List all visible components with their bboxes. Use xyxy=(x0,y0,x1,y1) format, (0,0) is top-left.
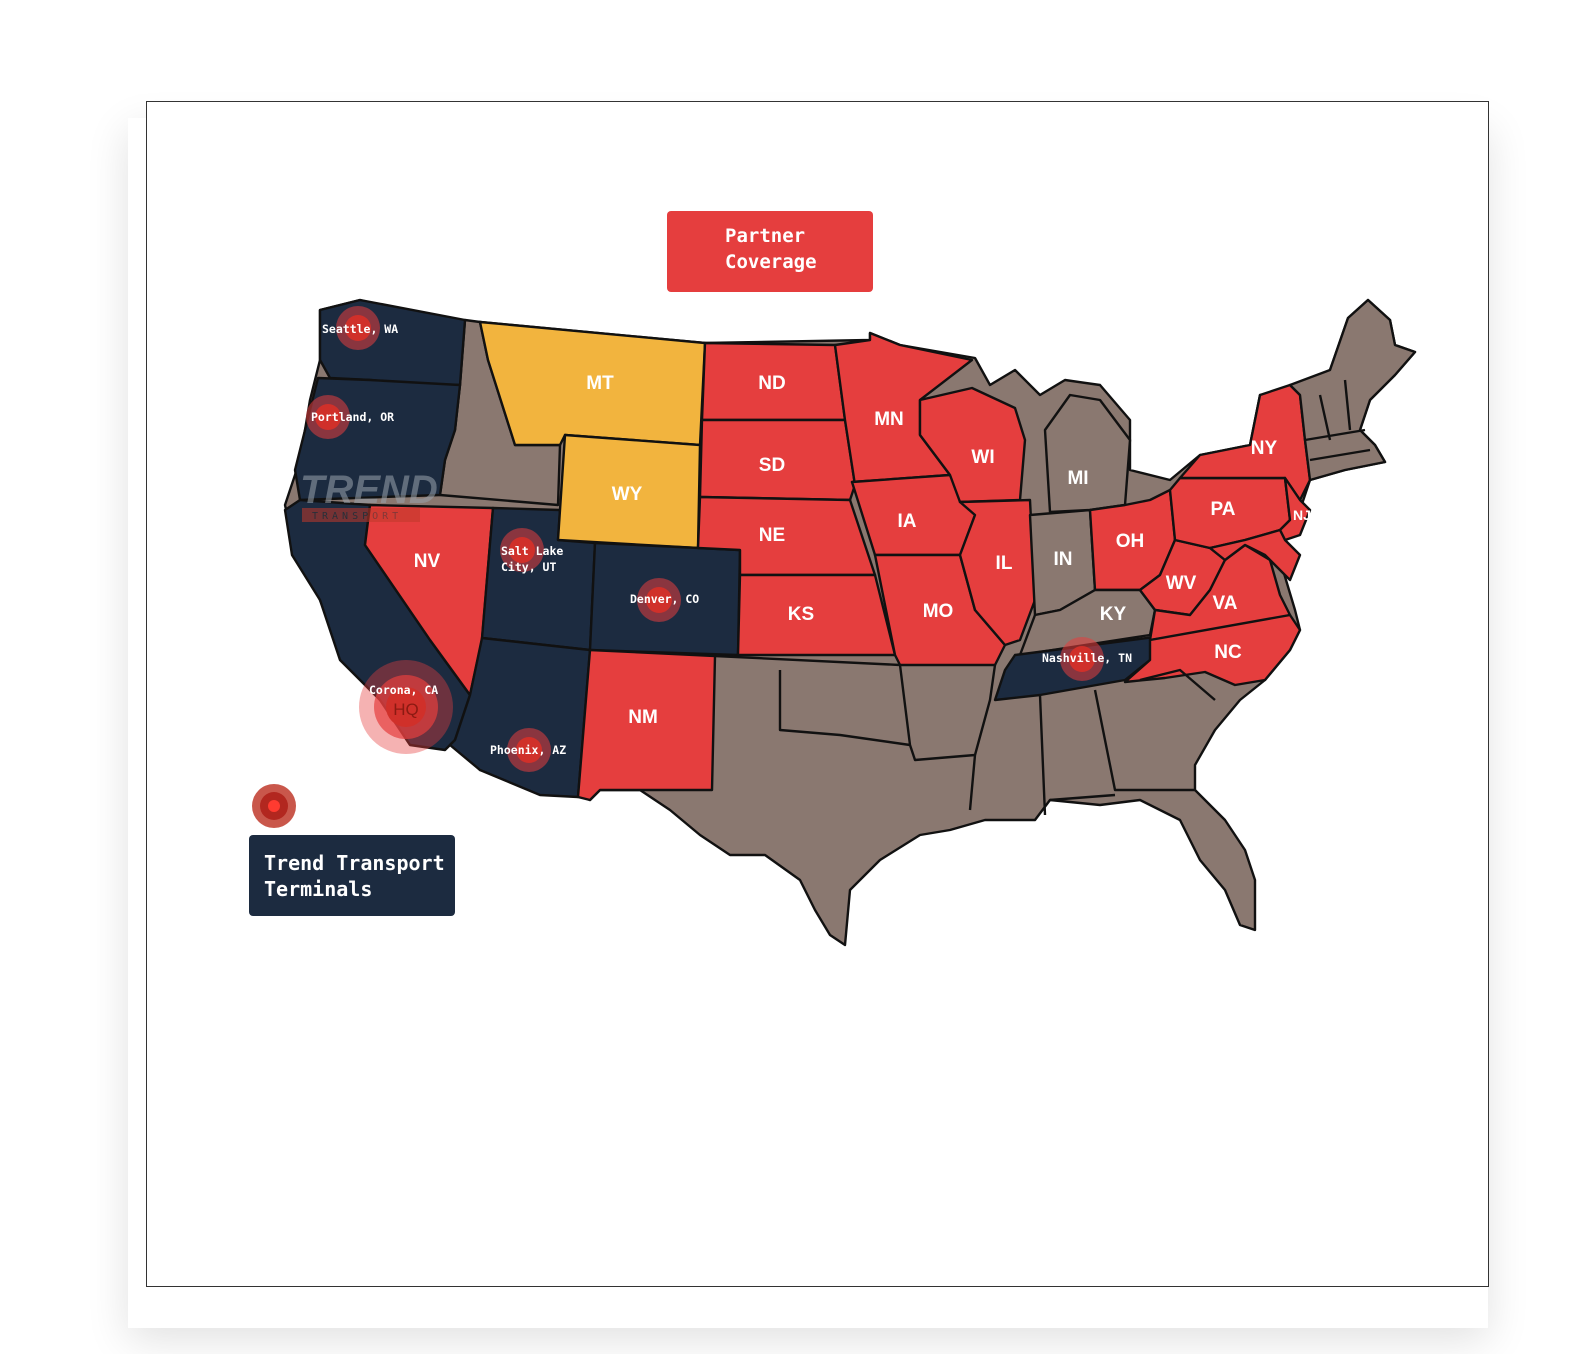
label-in: IN xyxy=(1054,549,1073,570)
label-wy: WY xyxy=(612,484,643,505)
city-label-seattle: Seattle, WA xyxy=(322,322,398,336)
state-new-england xyxy=(1288,298,1417,482)
label-va: VA xyxy=(1213,593,1238,614)
terminal-seattle[interactable]: Seattle, WA xyxy=(322,306,398,350)
state-ks xyxy=(736,573,897,657)
terminal-phoenix[interactable]: Phoenix, AZ xyxy=(490,728,566,772)
city-label-phoenix: Phoenix, AZ xyxy=(490,743,566,757)
marker-dot-hq xyxy=(386,687,426,727)
legend-terminal-marker xyxy=(252,784,296,828)
label-ny: NY xyxy=(1251,438,1278,459)
state-md xyxy=(1208,528,1302,582)
city-label-portland: Portland, OR xyxy=(311,410,394,424)
label-ks: KS xyxy=(788,604,814,625)
label-mt: MT xyxy=(586,373,614,394)
state-mi xyxy=(1043,393,1132,514)
legend-terminals: Trend Transport Terminals xyxy=(249,835,455,916)
logo-word: TREND xyxy=(300,468,438,512)
label-wv: WV xyxy=(1166,573,1197,594)
terminal-denver[interactable]: Denver, CO xyxy=(630,578,699,622)
city-label-slc-1: Salt Lake xyxy=(501,544,563,558)
legend-partner-line1: Partner xyxy=(725,225,806,247)
label-ia: IA xyxy=(898,511,917,532)
legend-terminals-line1: Trend Transport xyxy=(264,851,445,875)
trend-transport-logo: TREND TRANSPORT xyxy=(300,468,438,522)
terminal-corona-hq[interactable]: Corona, CA HQ xyxy=(359,660,453,754)
label-nd: ND xyxy=(758,373,785,394)
label-ky: KY xyxy=(1100,604,1127,625)
marker-dot xyxy=(1069,646,1095,672)
city-label-nashville: Nashville, TN xyxy=(1042,651,1132,665)
city-label-slc-2: City, UT xyxy=(501,560,556,574)
legend-partner-coverage: Partner Coverage xyxy=(667,211,873,292)
legend-terminals-line2: Terminals xyxy=(264,877,373,901)
city-label-denver: Denver, CO xyxy=(630,592,699,606)
label-pa: PA xyxy=(1211,499,1236,520)
hq-label: HQ xyxy=(393,700,419,719)
label-mn: MN xyxy=(874,409,904,430)
marker-dot xyxy=(516,737,542,763)
marker-dot xyxy=(509,537,535,563)
label-ne: NE xyxy=(759,525,785,546)
label-nv: NV xyxy=(414,551,441,572)
city-label-corona: Corona, CA xyxy=(369,683,438,697)
marker-dot xyxy=(315,404,341,430)
state-sd xyxy=(698,418,857,502)
label-il: IL xyxy=(996,553,1013,574)
label-mi: MI xyxy=(1067,468,1088,489)
logo-sub: TRANSPORT xyxy=(312,511,402,522)
marker-dot xyxy=(345,315,371,341)
label-nc: NC xyxy=(1214,642,1242,663)
terminal-salt-lake-city[interactable]: Salt Lake City, UT xyxy=(500,528,563,574)
state-nj xyxy=(1278,476,1312,542)
label-wi: WI xyxy=(971,447,994,468)
label-sd: SD xyxy=(759,455,785,476)
label-oh: OH xyxy=(1116,531,1145,552)
state-south-lines xyxy=(714,654,1216,816)
label-mo: MO xyxy=(923,601,954,622)
marker-dot xyxy=(646,587,672,613)
terminal-nashville[interactable]: Nashville, TN xyxy=(1042,637,1132,681)
label-nj: NJ xyxy=(1293,507,1311,523)
state-new-england-lines xyxy=(1304,379,1371,462)
logo-bar xyxy=(302,508,420,522)
terminal-portland[interactable]: Portland, OR xyxy=(306,395,394,439)
state-nc xyxy=(1123,613,1302,687)
legend-partner-line2: Coverage xyxy=(725,251,817,273)
label-nm: NM xyxy=(628,707,658,728)
legend-marker-dot xyxy=(268,800,280,812)
